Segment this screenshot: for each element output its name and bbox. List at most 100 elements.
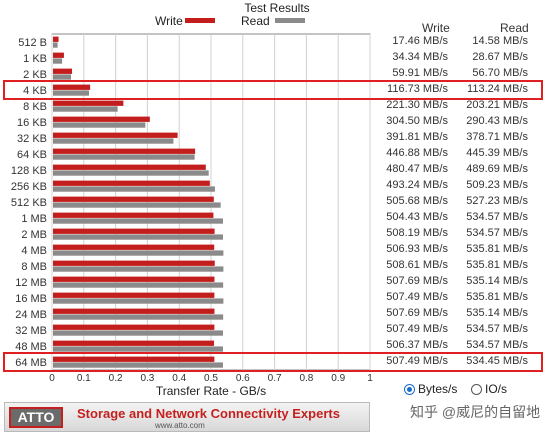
x-axis-title: Transfer Rate - GB/s bbox=[155, 384, 267, 398]
category-label: 8 KB bbox=[23, 101, 47, 113]
category-label: 1 MB bbox=[21, 213, 47, 225]
read-bar bbox=[53, 234, 223, 240]
read-bar bbox=[53, 42, 58, 48]
read-value: 535.81 MB/s bbox=[466, 291, 528, 303]
category-label: 16 KB bbox=[17, 117, 47, 129]
chart-title: Test Results bbox=[244, 1, 310, 15]
read-bar bbox=[53, 202, 221, 208]
read-value: 534.57 MB/s bbox=[466, 227, 528, 239]
write-bar bbox=[53, 340, 215, 346]
x-tick-label: 0 bbox=[49, 373, 55, 384]
legend-write-swatch bbox=[185, 18, 215, 23]
category-label: 2 MB bbox=[21, 229, 47, 241]
read-value: 290.43 MB/s bbox=[466, 115, 528, 127]
read-bar bbox=[53, 218, 223, 224]
write-bar bbox=[53, 132, 178, 138]
write-value: 505.68 MB/s bbox=[386, 195, 448, 207]
read-bar bbox=[53, 74, 72, 80]
x-tick-label: 0.5 bbox=[204, 373, 218, 384]
read-value: 509.23 MB/s bbox=[466, 179, 528, 191]
category-label: 64 MB bbox=[15, 357, 47, 369]
write-value: 507.49 MB/s bbox=[386, 291, 448, 303]
read-value: 445.39 MB/s bbox=[466, 147, 528, 159]
read-bar bbox=[53, 186, 215, 192]
read-value: 489.69 MB/s bbox=[466, 163, 528, 175]
read-bar bbox=[53, 266, 224, 272]
category-label: 1 KB bbox=[23, 53, 47, 65]
io-per-sec-radio[interactable]: IO/s bbox=[471, 382, 507, 396]
read-bar bbox=[53, 106, 118, 112]
bytes-per-sec-label: Bytes/s bbox=[418, 382, 458, 396]
category-label: 4 MB bbox=[21, 245, 47, 257]
x-tick-label: 0.7 bbox=[268, 373, 282, 384]
x-tick-label: 0.3 bbox=[140, 373, 154, 384]
read-value: 535.81 MB/s bbox=[466, 243, 528, 255]
radio-unselected-icon bbox=[471, 383, 482, 395]
write-bar bbox=[53, 356, 215, 362]
read-value: 527.23 MB/s bbox=[466, 195, 528, 207]
category-label: 12 MB bbox=[15, 277, 47, 289]
category-label: 512 B bbox=[18, 37, 47, 49]
x-tick-label: 0.1 bbox=[77, 373, 91, 384]
category-label: 2 KB bbox=[23, 69, 47, 81]
write-value: 446.88 MB/s bbox=[386, 147, 448, 159]
atto-logo: ATTO bbox=[9, 407, 63, 428]
write-value: 507.69 MB/s bbox=[386, 307, 448, 319]
read-value: 535.14 MB/s bbox=[466, 307, 528, 319]
read-value: 535.14 MB/s bbox=[466, 275, 528, 287]
category-label: 16 MB bbox=[15, 293, 47, 305]
read-value: 113.24 MB/s bbox=[467, 83, 528, 95]
x-tick-label: 0.2 bbox=[109, 373, 123, 384]
write-value: 17.46 MB/s bbox=[392, 35, 448, 47]
category-label: 24 MB bbox=[15, 309, 47, 321]
read-value: 14.58 MB/s bbox=[472, 35, 528, 47]
write-value: 507.49 MB/s bbox=[386, 323, 448, 335]
write-value: 116.73 MB/s bbox=[387, 83, 448, 95]
write-value: 507.49 MB/s bbox=[386, 355, 448, 367]
write-value: 221.30 MB/s bbox=[386, 99, 448, 111]
read-value: 534.57 MB/s bbox=[466, 339, 528, 351]
read-value: 534.57 MB/s bbox=[466, 211, 528, 223]
read-bar bbox=[53, 154, 195, 160]
category-label: 512 KB bbox=[11, 197, 47, 209]
read-bar bbox=[53, 346, 223, 352]
watermark: 知乎 @威尼的自留地 bbox=[410, 404, 541, 420]
category-label: 48 MB bbox=[15, 341, 47, 353]
read-bar bbox=[53, 298, 224, 304]
category-label: 4 KB bbox=[23, 85, 47, 97]
read-bar bbox=[53, 90, 90, 96]
highlight-box bbox=[3, 80, 543, 100]
read-value: 378.71 MB/s bbox=[466, 131, 528, 143]
write-column-header: Write bbox=[422, 21, 450, 35]
highlight-box bbox=[3, 352, 543, 372]
read-value: 534.45 MB/s bbox=[466, 355, 528, 367]
write-bar bbox=[53, 212, 214, 218]
write-value: 508.61 MB/s bbox=[386, 259, 448, 271]
category-label: 32 KB bbox=[17, 133, 47, 145]
atto-banner[interactable]: ATTO Storage and Network Connectivity Ex… bbox=[4, 402, 370, 432]
write-value: 480.47 MB/s bbox=[386, 163, 448, 175]
read-bar bbox=[53, 138, 174, 144]
write-bar bbox=[53, 196, 214, 202]
banner-tagline: Storage and Network Connectivity Experts bbox=[77, 406, 340, 421]
category-label: 256 KB bbox=[11, 181, 47, 193]
x-tick-label: 0.8 bbox=[299, 373, 313, 384]
radio-selected-icon bbox=[404, 383, 415, 395]
write-bar bbox=[53, 308, 215, 314]
write-bar bbox=[53, 100, 124, 106]
read-value: 56.70 MB/s bbox=[472, 67, 528, 79]
write-bar bbox=[53, 324, 215, 330]
write-bar bbox=[53, 244, 215, 250]
x-tick-label: 0.4 bbox=[172, 373, 186, 384]
write-value: 493.24 MB/s bbox=[386, 179, 448, 191]
banner-url: www.atto.com bbox=[155, 421, 205, 430]
write-bar bbox=[53, 164, 206, 170]
write-value: 34.34 MB/s bbox=[392, 51, 448, 63]
write-bar bbox=[53, 148, 196, 154]
bytes-per-sec-radio[interactable]: Bytes/s bbox=[404, 382, 457, 396]
io-per-sec-label: IO/s bbox=[485, 382, 508, 396]
read-value: 28.67 MB/s bbox=[472, 51, 528, 63]
write-bar bbox=[53, 68, 73, 74]
write-value: 391.81 MB/s bbox=[386, 131, 448, 143]
